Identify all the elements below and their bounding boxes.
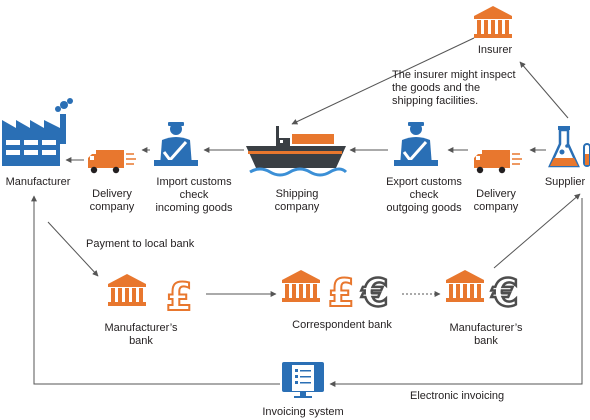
shipping-line-2: company xyxy=(274,201,320,213)
insurer-note: The insurer might inspect the goods and … xyxy=(392,69,516,108)
manu-bank-left-line-2: bank xyxy=(129,335,153,347)
pound-icon: £ xyxy=(166,275,192,319)
customs-officer-icon xyxy=(392,120,440,168)
export-customs-line-1: Export customs xyxy=(386,176,462,188)
truck-icon xyxy=(87,149,137,174)
delivery-company-right-label: Delivery company xyxy=(466,188,526,214)
insurer-label: Insurer xyxy=(477,44,513,56)
export-customs-line-2: check xyxy=(409,189,439,201)
pound-icon: £ xyxy=(328,271,354,315)
manu-bank-right-line-1: Manufacturer’s xyxy=(449,322,523,334)
insurer-bank-icon xyxy=(474,6,512,38)
customs-officer-icon xyxy=(152,120,200,168)
import-customs-line-2: check xyxy=(179,189,209,201)
delivery-right-line-1: Delivery xyxy=(476,188,516,200)
manu-bank-right-line-2: bank xyxy=(474,335,498,347)
truck-icon xyxy=(473,149,523,174)
factory-icon xyxy=(2,98,73,166)
invoicing-system-label: Invoicing system xyxy=(262,406,344,418)
delivery-left-line-1: Delivery xyxy=(92,188,132,200)
insurer-note-line-3: shipping facilities. xyxy=(392,95,479,107)
import-customs-line-3: incoming goods xyxy=(155,202,233,214)
import-customs-line-1: Import customs xyxy=(156,176,232,188)
correspondent-bank-label: Correspondent bank xyxy=(292,319,392,331)
bank-icon xyxy=(446,270,484,302)
manu-bank-left-line-1: Manufacturer’s xyxy=(104,322,178,334)
bank-icon xyxy=(108,274,146,306)
delivery-left-line-2: company xyxy=(89,201,135,213)
shipping-company-label: Shipping company xyxy=(262,188,332,214)
invoice-monitor-icon xyxy=(282,362,324,398)
payment-label: Payment to local bank xyxy=(86,238,195,250)
export-customs-label: Export customs check outgoing goods xyxy=(374,176,474,215)
cargo-ship-icon xyxy=(246,126,348,177)
bank-icon xyxy=(282,270,320,302)
insurer-note-line-2: the goods and the xyxy=(392,82,481,94)
electronic-invoicing-label: Electronic invoicing xyxy=(410,390,505,402)
flow-arrows xyxy=(31,37,583,387)
export-customs-line-3: outgoing goods xyxy=(386,202,462,214)
supplier-label: Supplier xyxy=(544,176,586,188)
delivery-company-left-label: Delivery company xyxy=(82,188,142,214)
manufacturer-bank-right-label: Manufacturer’s bank xyxy=(436,322,536,348)
delivery-right-line-2: company xyxy=(473,201,519,213)
euro-icon: € xyxy=(491,271,518,315)
manufacturer-label: Manufacturer xyxy=(5,176,71,188)
insurer-note-line-1: The insurer might inspect xyxy=(392,69,516,81)
flask-icon xyxy=(548,126,590,168)
import-customs-label: Import customs check incoming goods xyxy=(144,176,244,215)
shipping-line-1: Shipping xyxy=(275,188,319,200)
manufacturer-bank-left-label: Manufacturer’s bank xyxy=(96,322,186,348)
euro-icon: € xyxy=(361,271,388,315)
